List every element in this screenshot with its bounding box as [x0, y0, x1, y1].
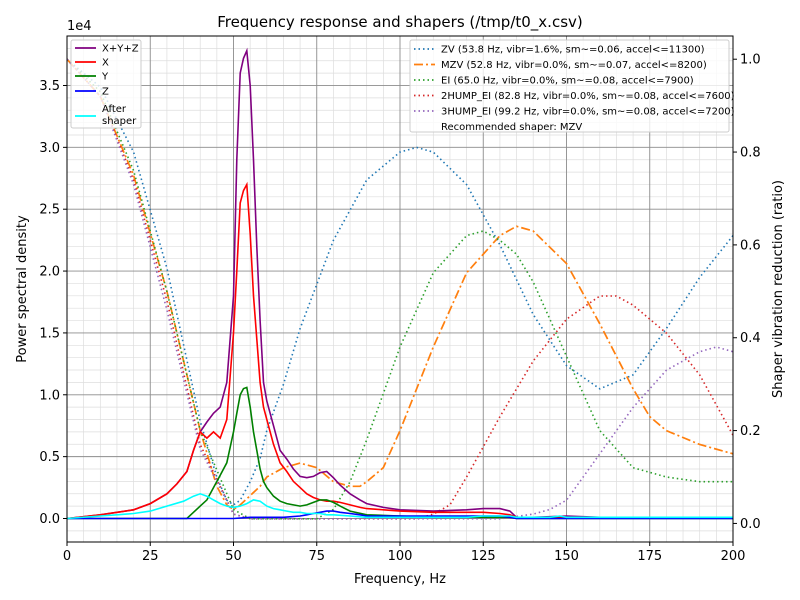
psd-line-x-y-z: [67, 47, 733, 520]
y-tick-label: 1.0: [39, 388, 60, 403]
y-tick-label: 0.0: [39, 512, 60, 527]
legend-label-x: X: [102, 58, 109, 69]
y2-tick-label: 1.0: [740, 53, 761, 68]
legend-label-y: Y: [101, 72, 109, 83]
y2-tick-label: 0.8: [740, 146, 761, 161]
shaper-line-mzv: [67, 58, 733, 511]
x-tick-label: 125: [471, 549, 496, 564]
psd-line-after-shaper: [67, 492, 733, 520]
legend-label-z: Z: [102, 87, 109, 98]
x-tick-label: 50: [225, 549, 242, 564]
legend-recommended-shaper: Recommended shaper: MZV: [441, 122, 582, 133]
x-axis-title: Frequency, Hz: [354, 572, 446, 587]
ticks: 0 25 50 75 100 125 150 175 200 0.0 0.5 1.0 1.5 2.0 2.5…: [39, 53, 760, 564]
y-tick-label: 3.5: [39, 79, 60, 94]
legend-label-ei: EI (65.0 Hz, vibr=0.0%, sm~=0.08, accel<…: [441, 76, 694, 87]
y2-axis-title: Shaper vibration reduction (ratio): [771, 180, 786, 398]
x-tick-label: 25: [142, 549, 159, 564]
y-axis-title: Power spectral density: [15, 215, 30, 363]
legend-right-frame: [409, 39, 730, 133]
legend-label-3hump-ei: 3HUMP_EI (99.2 Hz, vibr=0.0%, sm~=0.08, …: [441, 107, 735, 118]
y-tick-label: 1.5: [39, 326, 60, 341]
psd-line-x: [67, 181, 733, 520]
x-tick-label: 150: [554, 549, 579, 564]
y-tick-label: 2.0: [39, 265, 60, 280]
x-tick-label: 100: [388, 549, 413, 564]
y-scale-label: 1e4: [67, 19, 92, 34]
legend-label-x-y-z: X+Y+Z: [102, 44, 139, 55]
legend-right: ZV (53.8 Hz, vibr=1.6%, sm~=0.06, accel<…: [409, 39, 735, 133]
y2-tick-label: 0.2: [740, 424, 761, 439]
psd-line-z: [67, 510, 733, 520]
x-tick-label: 75: [308, 549, 325, 564]
x-tick-label: 175: [637, 549, 662, 564]
y-tick-label: 2.5: [39, 203, 60, 218]
x-tick-label: 200: [721, 549, 746, 564]
chart-title: Frequency response and shapers (/tmp/t0_…: [217, 13, 583, 32]
x-tick-label: 0: [63, 549, 71, 564]
y-tick-label: 0.5: [39, 450, 60, 465]
y2-tick-label: 0.6: [740, 238, 761, 253]
y2-tick-label: 0.4: [740, 331, 761, 346]
shaper-line-3hump-ei: [67, 58, 733, 520]
shaper-line-2hump-ei: [67, 58, 733, 520]
legend-label-after-shaper: After shaper: [102, 104, 137, 127]
series-layer: [67, 47, 733, 520]
y-tick-label: 3.0: [39, 141, 60, 156]
legend-left: X+Y+Z XYZ After shaper: [70, 39, 142, 129]
legend-label-zv: ZV (53.8 Hz, vibr=1.6%, sm~=0.06, accel<…: [441, 45, 705, 56]
psd-line-y: [67, 386, 733, 520]
legend-label-mzv: MZV (52.8 Hz, vibr=0.0%, sm~=0.07, accel…: [441, 60, 707, 71]
y2-tick-label: 0.0: [740, 517, 761, 532]
legend-label-2hump-ei: 2HUMP_EI (82.8 Hz, vibr=0.0%, sm~=0.08, …: [441, 91, 735, 102]
plot-area: [67, 47, 733, 520]
